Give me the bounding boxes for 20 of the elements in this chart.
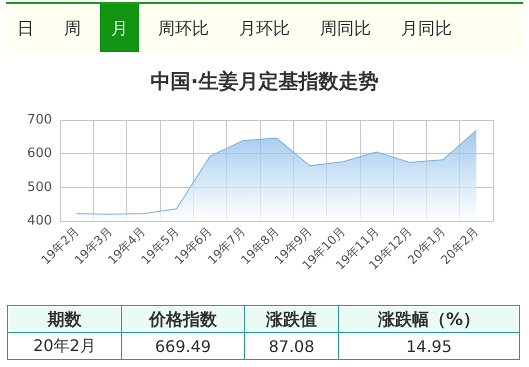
- text: 20年2月: [8, 332, 122, 360]
- text: 月环比: [238, 18, 291, 40]
- text: 669.49: [122, 332, 244, 360]
- y-tick-label: 600: [27, 146, 52, 162]
- text: 周同比: [319, 18, 372, 40]
- text: 涨跌值: [244, 306, 338, 332]
- text: 月同比: [400, 18, 453, 40]
- text: 87.08: [244, 332, 338, 360]
- y-tick-label: 400: [27, 214, 52, 228]
- text: 月: [100, 4, 139, 52]
- text: 价格指数: [122, 306, 244, 332]
- y-tick-label: 500: [27, 180, 52, 195]
- text: 期数: [8, 306, 122, 332]
- text: 周: [63, 18, 82, 40]
- text: 日: [16, 18, 35, 40]
- y-tick-label: 700: [27, 112, 52, 128]
- text: 14.95: [338, 332, 520, 360]
- text: 周环比: [157, 18, 210, 40]
- text: 涨跌幅（%）: [338, 306, 520, 332]
- chart-title: 中国·生姜月定基指数走势: [150, 69, 378, 93]
